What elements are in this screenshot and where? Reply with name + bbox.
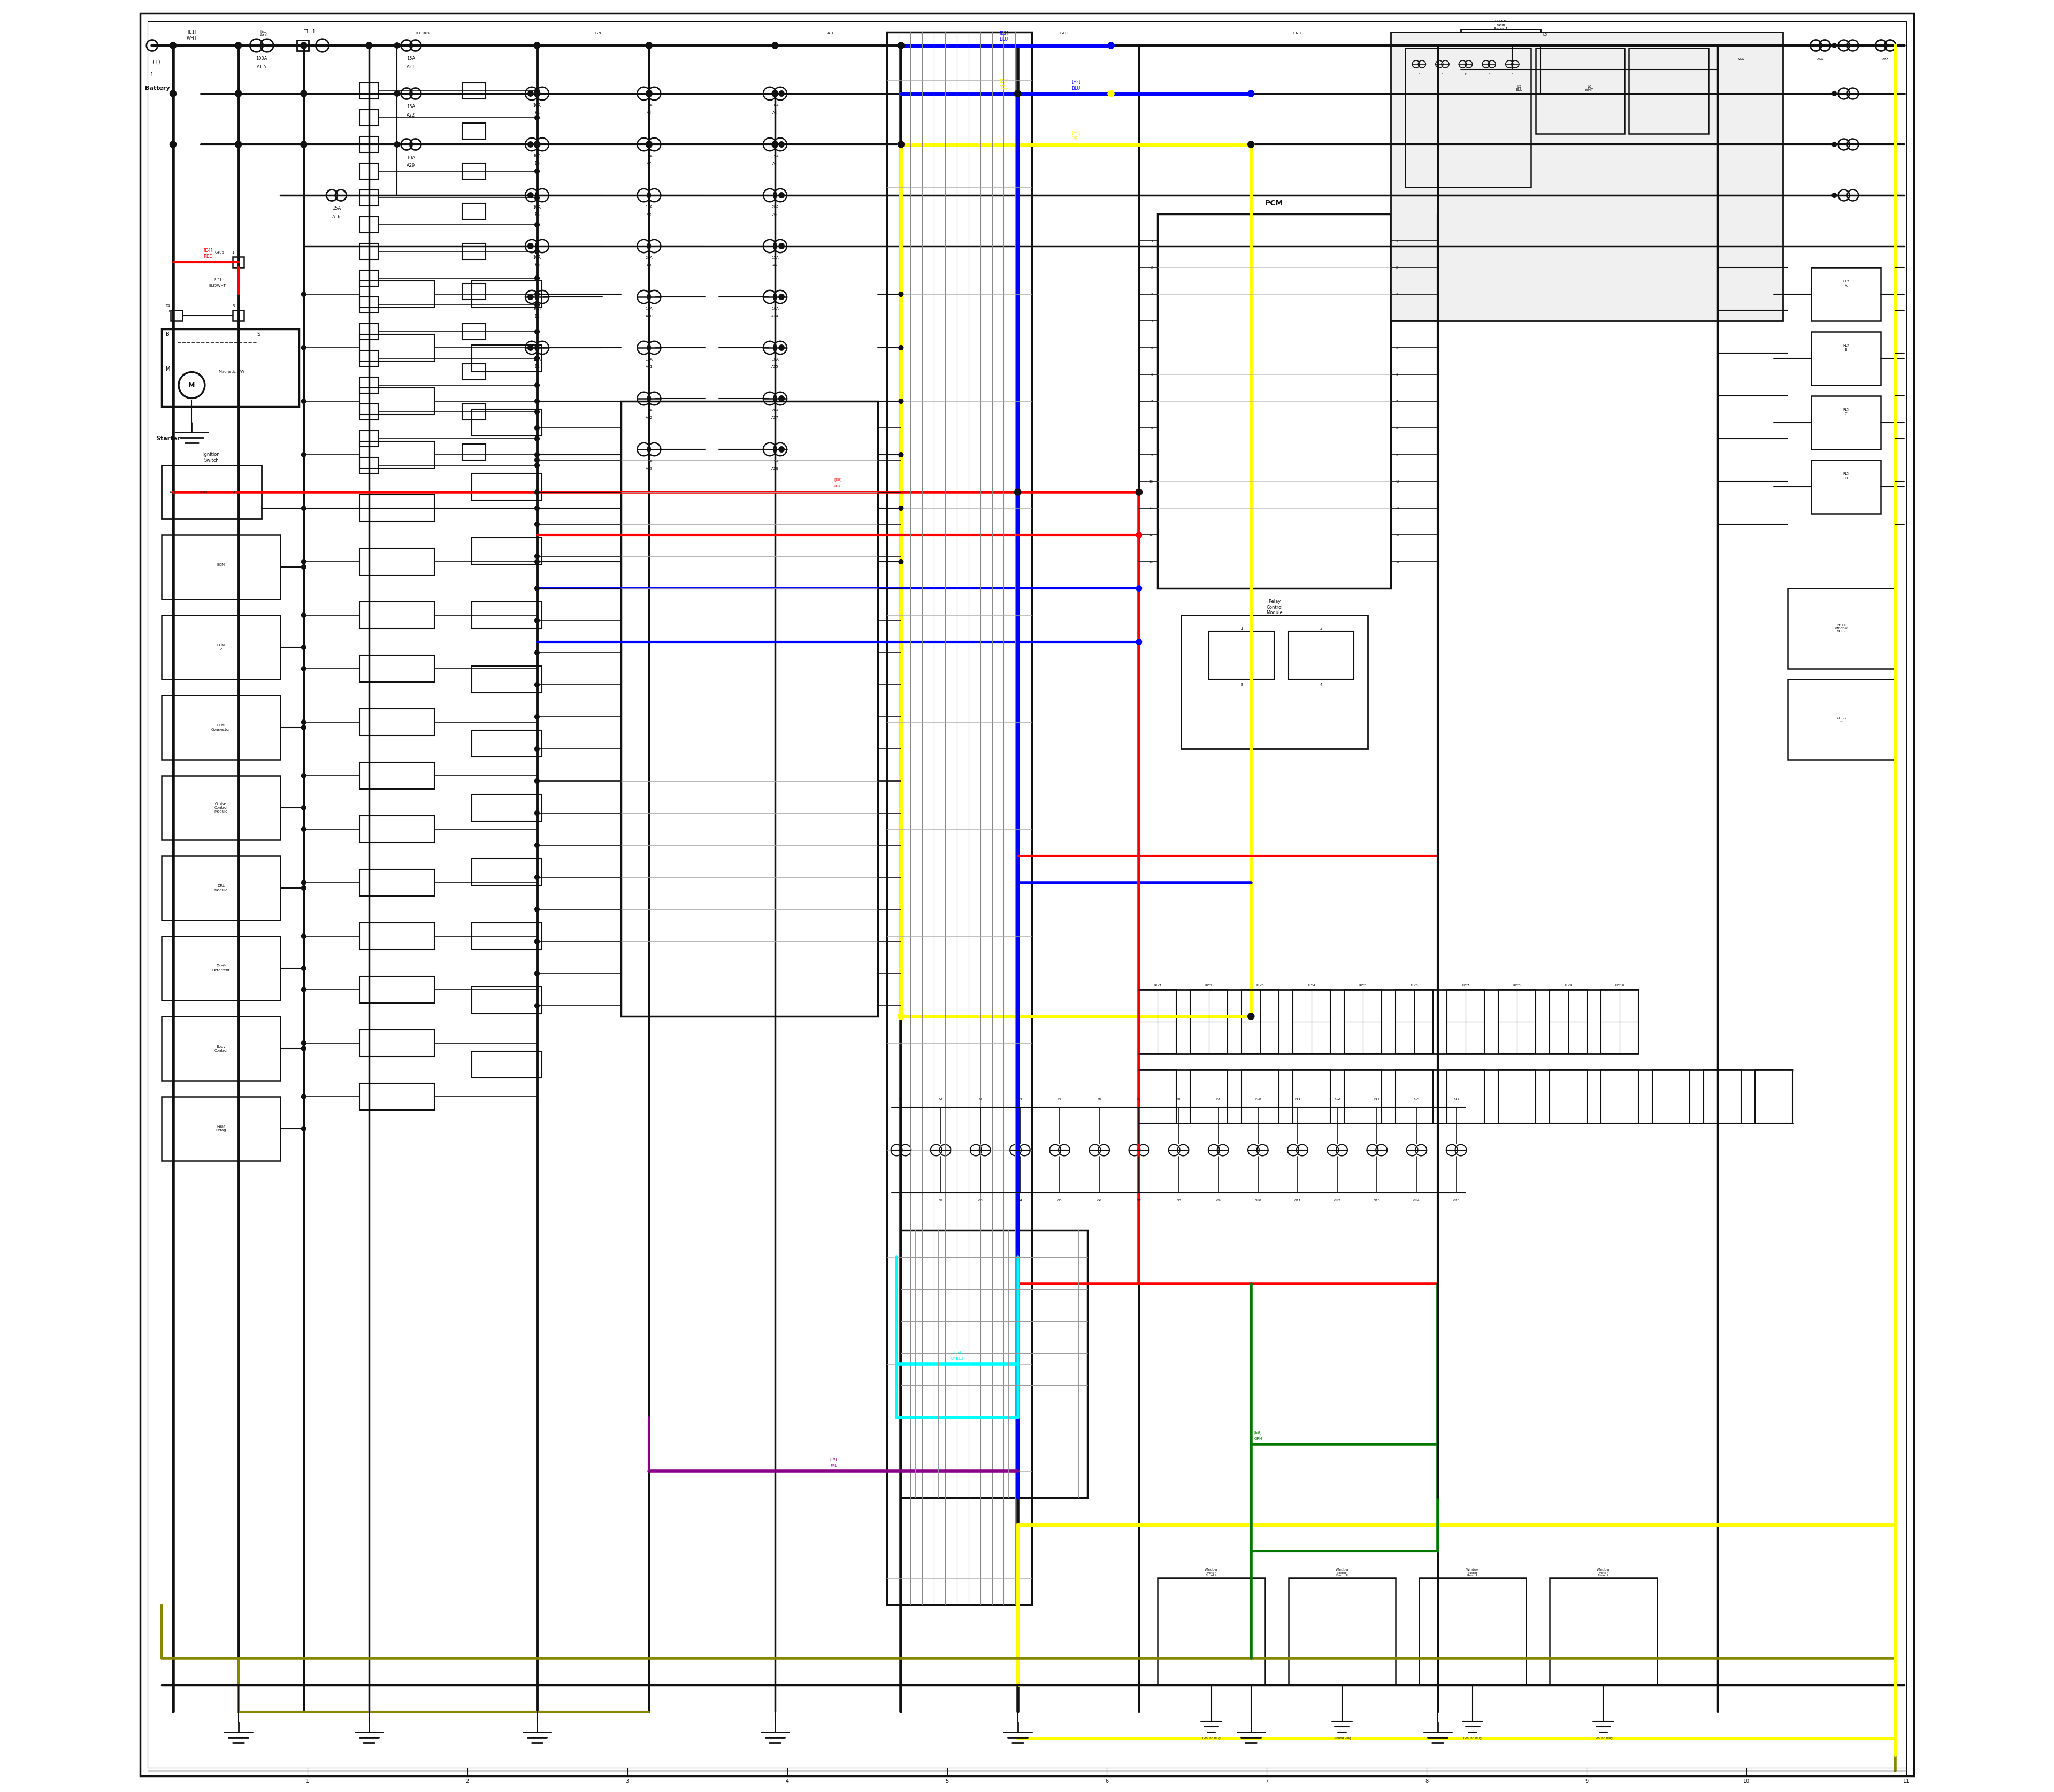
Circle shape: [302, 987, 306, 993]
Text: [E9]: [E9]: [1255, 1430, 1261, 1434]
Text: Ground Plug: Ground Plug: [1465, 1736, 1481, 1740]
Text: B1: B1: [534, 364, 540, 369]
Text: B3: B3: [534, 161, 540, 167]
Text: 1: 1: [166, 310, 170, 314]
Bar: [359, 430, 378, 446]
Circle shape: [900, 292, 904, 296]
Text: LT RR
...: LT RR ...: [1836, 717, 1847, 722]
Circle shape: [778, 294, 785, 299]
Bar: [359, 335, 433, 360]
Circle shape: [302, 805, 306, 810]
Text: 10: 10: [1150, 480, 1152, 482]
Circle shape: [1015, 90, 1021, 97]
Text: 2: 2: [466, 1779, 468, 1785]
Bar: [359, 495, 433, 521]
Text: B2: B2: [534, 314, 540, 319]
Bar: [1497, 1070, 1536, 1124]
Text: 20A: 20A: [645, 256, 653, 260]
Text: 20A: 20A: [772, 409, 778, 412]
Circle shape: [1832, 142, 1836, 147]
Text: B6: B6: [534, 263, 540, 267]
Circle shape: [772, 43, 778, 48]
Text: ACC: ACC: [828, 32, 834, 34]
Bar: [359, 1030, 433, 1057]
Circle shape: [534, 521, 540, 527]
Circle shape: [366, 43, 372, 48]
Circle shape: [534, 426, 540, 430]
Text: 15A: 15A: [772, 459, 778, 462]
Bar: [620, 401, 877, 1016]
Circle shape: [300, 142, 306, 147]
Text: 12: 12: [1150, 534, 1152, 536]
Text: F1: F1: [900, 1098, 904, 1100]
Text: 1: 1: [312, 30, 314, 34]
Circle shape: [534, 357, 540, 360]
Text: A10: A10: [645, 315, 653, 317]
Text: G8: G8: [1177, 1199, 1181, 1202]
Text: F15: F15: [1454, 1098, 1458, 1100]
Circle shape: [534, 747, 540, 751]
Text: RLY7: RLY7: [1462, 984, 1469, 987]
Circle shape: [234, 43, 242, 48]
Text: 15A: 15A: [645, 459, 653, 462]
Bar: [462, 403, 485, 419]
Text: 11: 11: [1904, 1779, 1910, 1785]
Text: G5: G5: [1058, 1199, 1062, 1202]
Text: A22: A22: [407, 113, 415, 118]
Circle shape: [1832, 91, 1836, 97]
Text: F5: F5: [1058, 1098, 1062, 1100]
Circle shape: [534, 1004, 540, 1007]
Text: A9: A9: [647, 263, 651, 267]
Text: L6
WHT: L6 WHT: [1586, 84, 1594, 91]
Text: G15: G15: [1452, 1199, 1460, 1202]
Text: xxx: xxx: [1818, 57, 1824, 61]
Bar: [1288, 1579, 1395, 1684]
Text: RLY5: RLY5: [1360, 984, 1366, 987]
Circle shape: [645, 142, 653, 147]
Bar: [1405, 48, 1530, 186]
Circle shape: [534, 489, 540, 495]
Circle shape: [528, 91, 534, 97]
Text: 7: 7: [1265, 1779, 1269, 1785]
Text: A5: A5: [772, 213, 778, 217]
Bar: [359, 281, 433, 308]
Circle shape: [534, 618, 540, 624]
Bar: [1446, 1070, 1485, 1124]
Bar: [472, 409, 542, 435]
Text: RLY4: RLY4: [1308, 984, 1317, 987]
Circle shape: [900, 400, 904, 403]
Text: BLK/WHT: BLK/WHT: [210, 285, 226, 287]
Circle shape: [534, 971, 540, 977]
Circle shape: [302, 613, 306, 618]
Text: A7: A7: [647, 161, 651, 165]
Text: G11: G11: [1294, 1199, 1300, 1202]
Circle shape: [778, 244, 785, 249]
Circle shape: [778, 91, 785, 97]
Text: RED: RED: [203, 254, 214, 260]
Text: [E1]
WHT: [E1] WHT: [259, 29, 269, 38]
Text: [E4]: [E4]: [203, 247, 214, 253]
Bar: [232, 310, 244, 321]
Text: RLY
B: RLY B: [1842, 344, 1849, 351]
Text: 10A: 10A: [534, 154, 540, 159]
Bar: [1787, 679, 1896, 760]
Circle shape: [528, 244, 534, 249]
Bar: [359, 297, 378, 314]
Text: A16: A16: [333, 215, 341, 219]
Circle shape: [302, 774, 306, 778]
Circle shape: [534, 43, 540, 48]
Bar: [359, 1082, 433, 1109]
Text: ST: ST: [232, 491, 236, 495]
Text: RLY6: RLY6: [1411, 984, 1417, 987]
Text: 1: 1: [1241, 627, 1243, 631]
Text: F11: F11: [1294, 1098, 1300, 1100]
Text: [E6]: [E6]: [834, 478, 842, 482]
Circle shape: [394, 91, 401, 97]
Bar: [472, 794, 542, 821]
Bar: [1460, 29, 1540, 70]
Bar: [1210, 631, 1273, 679]
Circle shape: [170, 90, 177, 97]
Circle shape: [170, 43, 177, 48]
Text: RLY
A: RLY A: [1842, 280, 1849, 287]
Bar: [170, 310, 183, 321]
